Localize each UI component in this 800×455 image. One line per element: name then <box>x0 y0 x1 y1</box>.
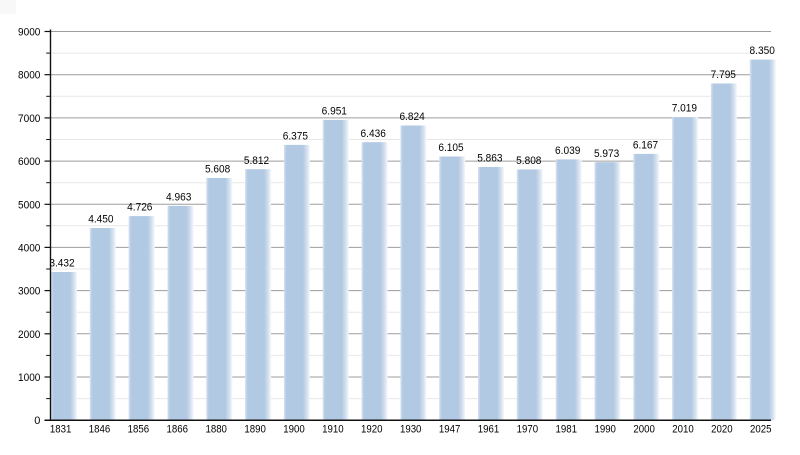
svg-text:1880: 1880 <box>205 423 227 435</box>
svg-text:5.863: 5.863 <box>477 153 502 165</box>
svg-text:5.608: 5.608 <box>205 164 230 176</box>
svg-text:1961: 1961 <box>478 423 500 435</box>
svg-text:6000: 6000 <box>18 156 40 168</box>
svg-text:1831: 1831 <box>50 423 72 435</box>
svg-text:7000: 7000 <box>18 113 40 125</box>
svg-text:6.824: 6.824 <box>399 111 424 123</box>
svg-text:4.963: 4.963 <box>166 192 191 204</box>
svg-text:7.795: 7.795 <box>711 69 736 81</box>
svg-text:5.973: 5.973 <box>594 148 619 160</box>
svg-text:4000: 4000 <box>18 242 40 254</box>
svg-text:6.375: 6.375 <box>283 131 308 143</box>
svg-text:4.450: 4.450 <box>88 214 113 226</box>
svg-text:2010: 2010 <box>672 423 694 435</box>
svg-text:6.436: 6.436 <box>361 128 386 140</box>
svg-text:2020: 2020 <box>711 423 733 435</box>
svg-text:4.726: 4.726 <box>127 202 152 214</box>
svg-text:5.812: 5.812 <box>244 155 269 167</box>
svg-text:6.105: 6.105 <box>438 142 463 154</box>
svg-text:1981: 1981 <box>556 423 578 435</box>
svg-text:2025: 2025 <box>750 423 772 435</box>
svg-text:1970: 1970 <box>517 423 539 435</box>
svg-text:6.951: 6.951 <box>322 106 347 118</box>
svg-text:1990: 1990 <box>594 423 616 435</box>
svg-text:1920: 1920 <box>361 423 383 435</box>
svg-text:1910: 1910 <box>322 423 344 435</box>
svg-text:1890: 1890 <box>244 423 266 435</box>
svg-text:1000: 1000 <box>18 372 40 384</box>
svg-text:6.039: 6.039 <box>555 145 580 157</box>
svg-text:1947: 1947 <box>439 423 461 435</box>
svg-text:8.350: 8.350 <box>750 45 775 57</box>
svg-text:1856: 1856 <box>128 423 150 435</box>
svg-text:1930: 1930 <box>400 423 422 435</box>
svg-text:6.167: 6.167 <box>633 140 658 152</box>
svg-text:2000: 2000 <box>633 423 655 435</box>
svg-text:7.019: 7.019 <box>672 103 697 115</box>
svg-text:0: 0 <box>34 415 40 427</box>
svg-text:1900: 1900 <box>283 423 305 435</box>
svg-text:8000: 8000 <box>18 70 40 82</box>
svg-text:2000: 2000 <box>18 329 40 341</box>
svg-text:5000: 5000 <box>18 199 40 211</box>
svg-text:3.432: 3.432 <box>49 258 74 270</box>
svg-text:9000: 9000 <box>18 27 40 39</box>
svg-text:1846: 1846 <box>89 423 111 435</box>
svg-text:5.808: 5.808 <box>516 155 541 167</box>
svg-text:3000: 3000 <box>18 286 40 298</box>
svg-text:1866: 1866 <box>167 423 189 435</box>
